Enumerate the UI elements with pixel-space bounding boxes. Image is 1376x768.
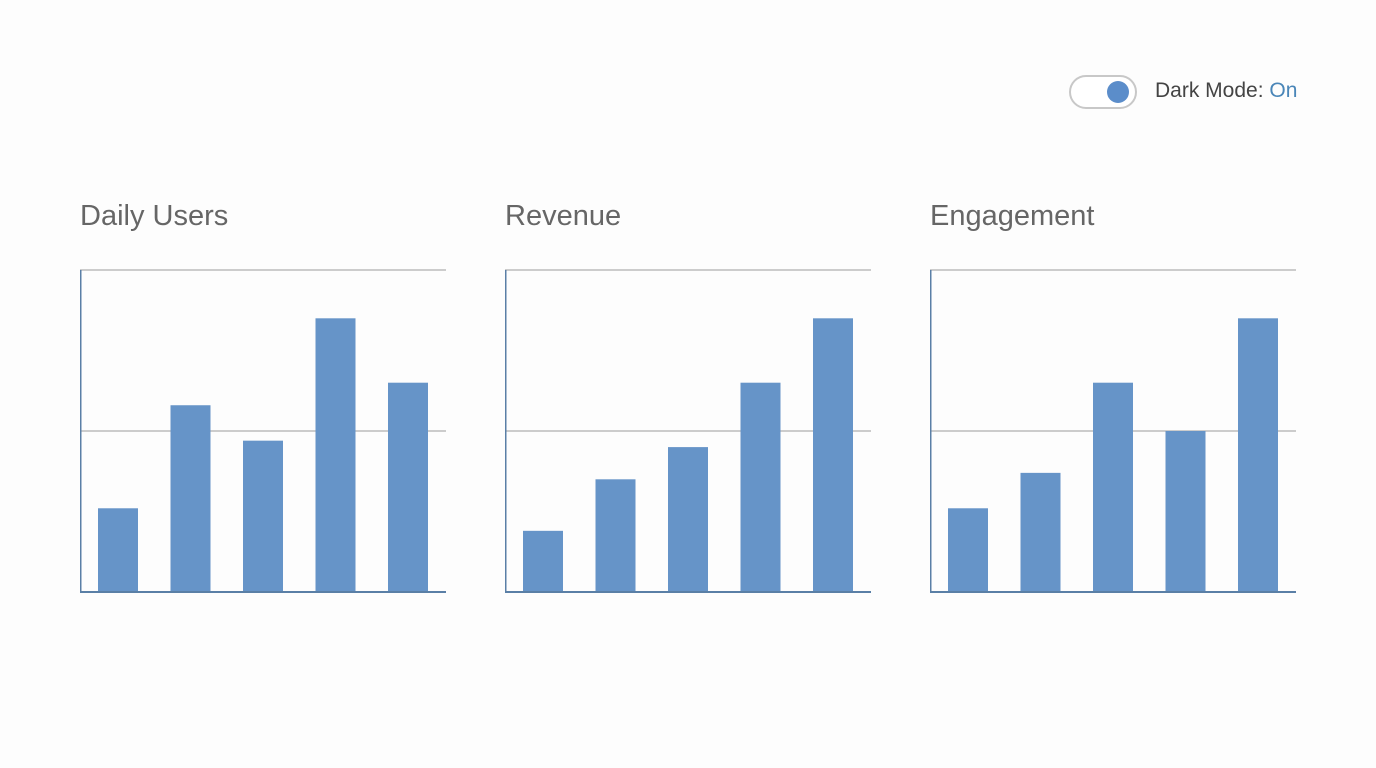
bar-3 (1165, 431, 1206, 592)
bar-1 (595, 479, 636, 592)
bar-0 (98, 508, 138, 592)
dark-mode-toggle[interactable] (1069, 75, 1137, 109)
bar-2 (1093, 382, 1133, 592)
bar-4 (388, 382, 428, 592)
bar-0 (523, 530, 563, 592)
dark-mode-label-text: Dark Mode: (1155, 79, 1264, 102)
chart-title: Daily Users (80, 200, 229, 232)
chart-title: Revenue (505, 200, 622, 232)
bar-3 (740, 382, 781, 592)
chart-title: Engagement (930, 200, 1095, 232)
dark-mode-label: Dark Mode: On (1155, 79, 1297, 103)
bar-4 (813, 318, 853, 592)
bar-chart (80, 269, 446, 593)
bar-2 (243, 440, 283, 592)
bar-4 (1238, 318, 1278, 592)
bar-1 (1020, 472, 1061, 592)
bar-0 (948, 508, 988, 592)
dark-mode-state: On (1269, 79, 1298, 102)
bar-1 (170, 405, 211, 592)
bar-3 (315, 318, 356, 592)
bar-2 (668, 447, 708, 592)
bar-chart (505, 269, 871, 593)
bar-chart (930, 269, 1296, 593)
toggle-knob (1107, 81, 1129, 103)
